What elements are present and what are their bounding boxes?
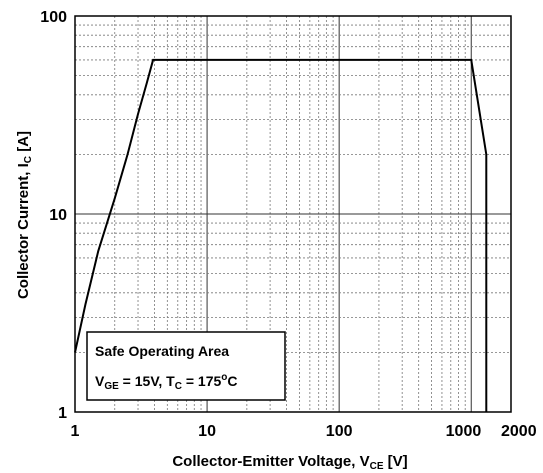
y-axis-title-sub: C <box>23 156 34 163</box>
y-axis-title-main: Collector Current, I <box>15 163 32 299</box>
legend-condition: VGE = 15V, TC = 175oC <box>95 372 238 392</box>
x-tick-label: 1 <box>71 423 80 440</box>
legend-t-unit: C <box>227 373 237 389</box>
x-axis-title: Collector-Emitter Voltage, VCE [V] <box>172 453 407 472</box>
y-axis-title-unit: [A] <box>15 131 32 156</box>
y-tick-label: 1 <box>58 405 67 422</box>
legend-v-val: = 15V, T <box>119 373 175 389</box>
x-tick-label: 1000 <box>446 423 482 440</box>
legend-v-sub: GE <box>104 381 119 392</box>
y-tick-labels: 1 10 100 <box>40 9 67 422</box>
legend-t-sub: C <box>175 381 182 392</box>
legend-t-val: = 175 <box>182 373 222 389</box>
legend-v-main: V <box>95 373 105 389</box>
x-tick-label: 10 <box>198 423 216 440</box>
plot-frame <box>74 15 512 413</box>
x-axis-title-sub: CE <box>370 461 384 472</box>
y-axis-title: Collector Current, IC [A] <box>15 131 34 299</box>
y-tick-label: 10 <box>49 207 67 224</box>
x-tick-label: 100 <box>326 423 353 440</box>
legend-title: Safe Operating Area <box>95 343 229 359</box>
x-axis-title-main: Collector-Emitter Voltage, V <box>172 453 369 470</box>
x-tick-labels: 1 10 100 1000 2000 <box>71 423 537 440</box>
y-tick-label: 100 <box>40 9 67 26</box>
legend-box: Safe Operating Area VGE = 15V, TC = 175o… <box>86 331 286 401</box>
legend-frame <box>86 331 286 401</box>
x-axis-title-unit: [V] <box>384 453 408 470</box>
x-tick-label: 2000 <box>501 423 537 440</box>
series-line <box>74 58 488 412</box>
legend-t-sup: o <box>221 372 227 383</box>
grid <box>75 16 511 412</box>
